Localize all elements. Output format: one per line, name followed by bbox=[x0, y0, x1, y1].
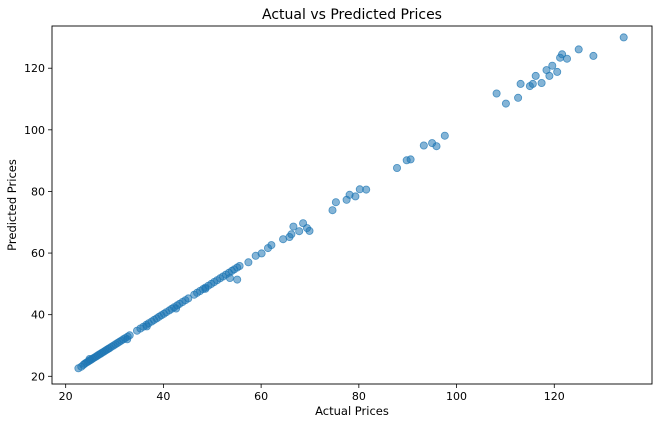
y-axis-ticks: 20 40 60 80 100 120 bbox=[24, 62, 52, 383]
data-point bbox=[440, 131, 449, 140]
y-tick-label: 80 bbox=[31, 185, 45, 198]
data-point bbox=[351, 192, 360, 201]
data-point bbox=[406, 155, 415, 164]
data-point bbox=[257, 249, 266, 258]
data-point bbox=[225, 273, 234, 282]
data-point bbox=[289, 222, 298, 231]
data-point bbox=[537, 79, 546, 88]
data-points bbox=[74, 33, 628, 373]
data-point bbox=[619, 33, 628, 42]
x-axis-label: Actual Prices bbox=[315, 404, 389, 418]
data-point bbox=[514, 93, 523, 102]
y-tick-label: 40 bbox=[31, 309, 45, 322]
x-axis-ticks: 20 40 60 80 100 120 bbox=[59, 384, 565, 403]
data-point bbox=[531, 71, 540, 80]
data-point bbox=[201, 284, 210, 293]
chart-title: Actual vs Predicted Prices bbox=[262, 7, 442, 23]
data-point bbox=[123, 335, 132, 344]
data-point bbox=[528, 79, 537, 88]
y-tick-label: 100 bbox=[24, 124, 45, 137]
data-point bbox=[235, 261, 244, 270]
x-tick-label: 40 bbox=[156, 390, 170, 403]
data-point bbox=[267, 241, 276, 250]
data-point bbox=[553, 67, 562, 76]
data-point bbox=[419, 141, 428, 150]
y-tick-label: 60 bbox=[31, 247, 45, 260]
data-point bbox=[295, 227, 304, 236]
data-point bbox=[244, 258, 253, 267]
data-point bbox=[589, 51, 598, 60]
data-point bbox=[287, 230, 296, 239]
data-point bbox=[233, 275, 242, 284]
data-point bbox=[328, 206, 337, 215]
data-point bbox=[492, 89, 501, 98]
y-tick-label: 20 bbox=[31, 370, 45, 383]
data-point bbox=[331, 198, 340, 207]
data-point bbox=[563, 54, 572, 63]
x-tick-label: 100 bbox=[446, 390, 467, 403]
x-tick-label: 20 bbox=[59, 390, 73, 403]
plot-frame bbox=[51, 25, 653, 385]
data-point bbox=[558, 50, 567, 59]
data-point bbox=[545, 71, 554, 80]
data-point bbox=[85, 354, 94, 363]
data-point bbox=[548, 61, 557, 70]
y-tick-label: 120 bbox=[24, 62, 45, 75]
x-tick-label: 120 bbox=[544, 390, 565, 403]
x-tick-label: 80 bbox=[352, 390, 366, 403]
data-point bbox=[362, 185, 371, 194]
data-point bbox=[574, 45, 583, 54]
data-point bbox=[516, 79, 525, 88]
y-axis-label: Predicted Prices bbox=[5, 159, 19, 251]
data-point bbox=[501, 99, 510, 108]
data-point bbox=[142, 322, 151, 331]
data-point bbox=[184, 294, 193, 303]
data-point bbox=[432, 142, 441, 151]
data-point bbox=[172, 304, 181, 313]
data-point bbox=[305, 226, 314, 235]
x-tick-label: 60 bbox=[254, 390, 268, 403]
data-point bbox=[392, 163, 401, 172]
